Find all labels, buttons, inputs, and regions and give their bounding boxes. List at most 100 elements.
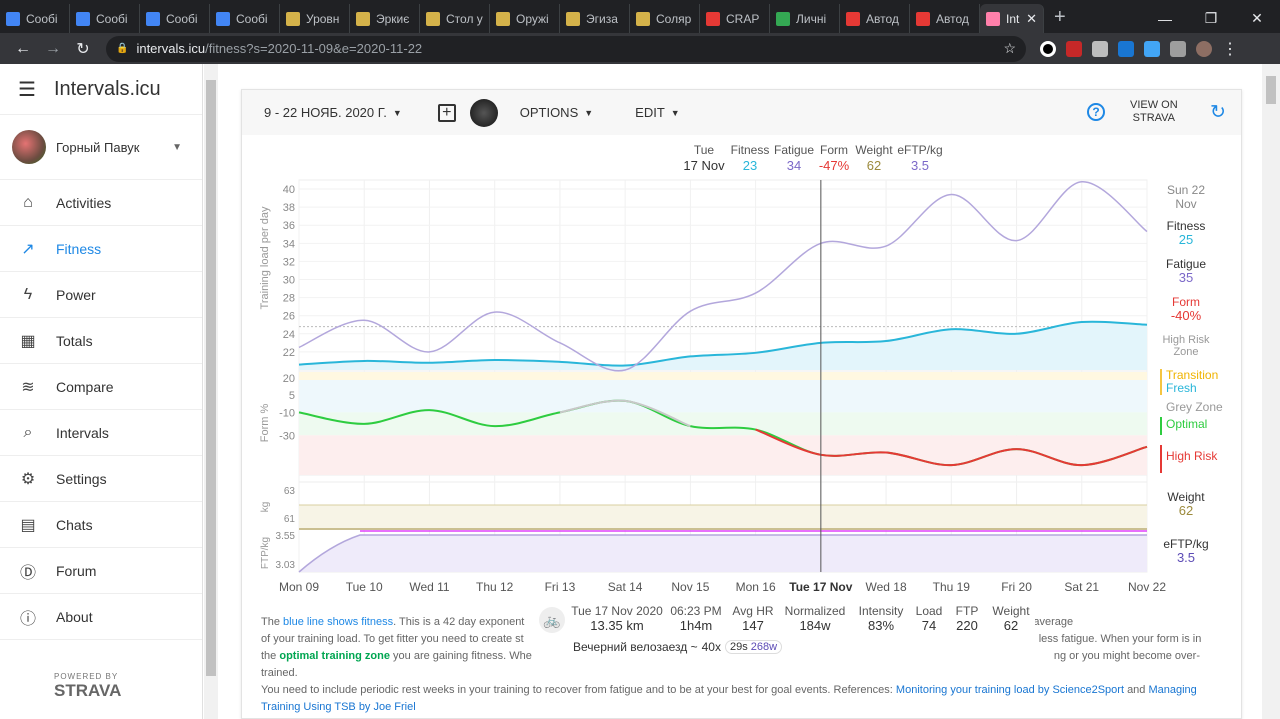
- view-on-strava-button[interactable]: VIEW ON STRAVA: [1130, 99, 1178, 125]
- restore-icon[interactable]: ❐: [1204, 10, 1218, 26]
- powered-by-strava: POWERED BY STRAVA: [54, 672, 121, 701]
- activity-date-label: Tue 17 Nov 2020: [571, 604, 663, 618]
- tab-label: Сообі: [166, 11, 198, 26]
- form-axis-label: Form %: [259, 404, 271, 443]
- browser-tab[interactable]: Автод: [840, 4, 910, 33]
- fitness-line: [298, 320, 1148, 367]
- menu-dots-icon[interactable]: ⋮: [1222, 40, 1238, 58]
- minimize-icon[interactable]: —: [1158, 10, 1172, 27]
- sidebar-item-fitness[interactable]: ↗ Fitness: [0, 226, 202, 272]
- x-tick-label: Fri 13: [544, 580, 576, 594]
- tab-label: Стол у: [446, 11, 483, 26]
- sidebar-item-about[interactable]: ⓘ About: [0, 594, 202, 640]
- reload-icon[interactable]: ↻: [76, 40, 90, 58]
- close-window-icon[interactable]: ✕: [1251, 10, 1263, 26]
- sidebar-item-power[interactable]: ϟ Power: [0, 272, 202, 318]
- hamburger-menu-icon[interactable]: ☰: [18, 78, 36, 101]
- interval-time: 29s: [729, 641, 748, 653]
- desc-and: and: [1127, 684, 1146, 696]
- sidebar-item-totals[interactable]: ▦ Totals: [0, 318, 202, 364]
- browser-tab[interactable]: Эркиє: [350, 4, 420, 33]
- sidebar-item-label: Intervals: [56, 424, 109, 441]
- hover-weight: Weight 62: [852, 143, 896, 173]
- forward-icon[interactable]: →: [45, 39, 61, 57]
- page-scroll-thumb[interactable]: [1266, 76, 1276, 104]
- browser-tab[interactable]: Соляр: [630, 4, 700, 33]
- edit-dropdown[interactable]: EDIT ▼: [635, 105, 680, 120]
- interval-chip[interactable]: 29s 268w: [724, 640, 783, 654]
- search-icon: ⌕: [23, 423, 33, 441]
- browser-tab[interactable]: Оружі: [490, 4, 560, 33]
- high-risk-label: High Risk: [1160, 445, 1217, 473]
- sidebar-item-activities[interactable]: ⌂ Activities: [0, 180, 202, 226]
- sidebar-scrollbar[interactable]: [204, 64, 218, 719]
- add-calendar-icon[interactable]: +: [437, 103, 456, 122]
- extension-63-icon[interactable]: [1144, 40, 1160, 57]
- activity-interval-count: 40x: [701, 640, 721, 654]
- browser-tab[interactable]: Сообі: [210, 4, 280, 33]
- activity-tooltip[interactable]: 🚲 Tue 17 Nov 2020 13.35 km 06:23 PM 1h4m…: [535, 600, 1035, 658]
- view-on-label: VIEW ON: [1130, 99, 1178, 111]
- x-tick-label: Nov 22: [1127, 580, 1167, 594]
- help-icon[interactable]: ?: [1087, 103, 1105, 121]
- joe-friel-link[interactable]: Managing Training Using TSB by Joe Friel: [261, 684, 1197, 713]
- sidebar-item-forum[interactable]: Ⓓ Forum: [0, 548, 202, 594]
- translate-icon[interactable]: [1118, 40, 1134, 57]
- sidebar-item-label: Fitness: [56, 240, 102, 257]
- high-risk-zone-label: High Risk Zone: [1162, 334, 1210, 358]
- form-tick-label: -10: [279, 407, 295, 419]
- sidebar-item-settings[interactable]: ⚙ Settings: [0, 456, 202, 502]
- date-range-dropdown[interactable]: 9 - 22 НОЯБ. 2020 Г. ▼: [264, 105, 402, 120]
- hover-form-label: Form: [820, 143, 848, 157]
- browser-tab[interactable]: Личні: [770, 4, 840, 33]
- address-bar-row: ← → ↻ 🔒 intervals.icu /fitness?s=2020-11…: [0, 33, 1280, 64]
- back-icon[interactable]: ←: [15, 39, 31, 57]
- form-tick-label: -30: [279, 430, 295, 442]
- sidebar-item-label: Settings: [56, 470, 107, 487]
- hover-fatigue: Fatigue 34: [772, 143, 816, 173]
- camera-icon[interactable]: [1092, 40, 1108, 57]
- browser-tab[interactable]: Эгиза: [560, 4, 630, 33]
- browser-tab[interactable]: Автод: [910, 4, 980, 33]
- tab-favicon-icon: [706, 11, 720, 26]
- sidebar-scroll-thumb[interactable]: [206, 80, 216, 676]
- browser-tab[interactable]: Сообі: [70, 4, 140, 33]
- activity-weight-label: Weight: [992, 604, 1030, 618]
- ublock-icon[interactable]: [1066, 40, 1082, 57]
- tab-favicon-icon: [496, 11, 510, 26]
- options-dropdown[interactable]: OPTIONS ▼: [520, 105, 593, 120]
- activity-time: 06:23 PM 1h4m: [668, 604, 724, 633]
- refresh-icon[interactable]: ↻: [1210, 102, 1226, 123]
- browser-tab[interactable]: Сообі: [0, 4, 70, 33]
- user-selector[interactable]: Горный Павук ▼: [0, 114, 202, 180]
- browser-tab[interactable]: Сообі: [140, 4, 210, 33]
- right-date: Sun 22 Nov: [1152, 183, 1220, 211]
- athlete-avatar[interactable]: [469, 98, 498, 127]
- weight-tick-label: 3.03: [276, 560, 296, 571]
- new-tab-icon[interactable]: +: [1054, 6, 1066, 28]
- lock-icon: 🔒: [116, 43, 129, 54]
- browser-tab[interactable]: Уровн: [280, 4, 350, 33]
- browser-tab[interactable]: Стол у: [420, 4, 490, 33]
- sidebar-item-chats[interactable]: ▤ Chats: [0, 502, 202, 548]
- puzzle-icon[interactable]: [1170, 40, 1186, 57]
- tab-favicon-icon: [566, 11, 580, 26]
- options-arrow-icon: ▼: [584, 107, 594, 118]
- close-tab-icon[interactable]: ✕: [1026, 10, 1037, 26]
- right-fatigue: Fatigue 35: [1152, 257, 1220, 285]
- science2sport-link[interactable]: Monitoring your training load by Science…: [895, 684, 1124, 696]
- sidebar-item-intervals[interactable]: ⌕ Intervals: [0, 410, 202, 456]
- extension-circle-icon[interactable]: [1040, 40, 1056, 57]
- page-scrollbar[interactable]: [1262, 64, 1280, 719]
- url-bar[interactable]: 🔒 intervals.icu /fitness?s=2020-11-09&e=…: [106, 35, 1026, 62]
- desc-p2: . This is a 42 day exponent: [393, 616, 525, 628]
- bookmark-star-icon[interactable]: ☆: [1003, 40, 1016, 56]
- hover-fitness-label: Fitness: [730, 143, 770, 157]
- browser-tab[interactable]: CRAP: [700, 4, 770, 33]
- profile-avatar-icon[interactable]: [1196, 40, 1212, 57]
- sidebar-item-compare[interactable]: ≋ Compare: [0, 364, 202, 410]
- active-tab[interactable]: Int ✕: [980, 4, 1044, 33]
- hover-eftp-value: 3.5: [910, 158, 930, 173]
- right-weight-label: Weight: [1167, 490, 1205, 504]
